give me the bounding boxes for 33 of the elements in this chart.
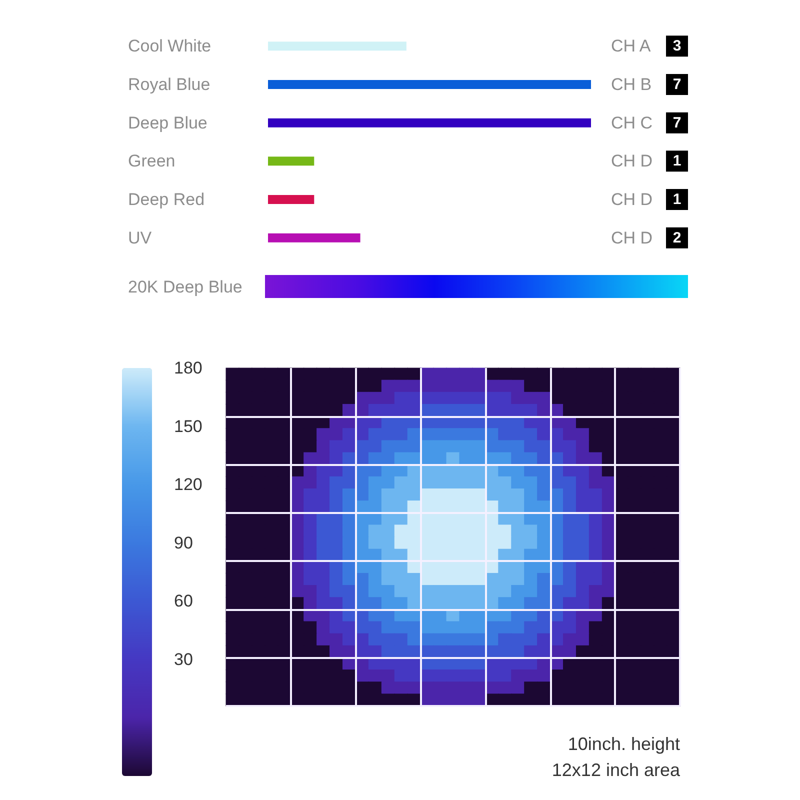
data-label: 1	[672, 191, 682, 208]
text: CH D	[611, 190, 653, 209]
text: CH A	[611, 36, 652, 56]
text: 12x12 inch area	[552, 760, 681, 780]
y-tick-label: Royal Blue	[128, 75, 210, 94]
data-label: 1	[672, 152, 682, 170]
color-bar-label: 150	[174, 416, 202, 436]
bar	[268, 195, 314, 204]
text: CH B	[611, 75, 652, 94]
bar	[268, 42, 406, 51]
data-label: 2	[672, 229, 682, 246]
text: 10inch. height	[568, 734, 680, 754]
data-label: 7	[672, 76, 682, 93]
color-bar-label: 90	[174, 533, 193, 552]
y-tick-label: Deep Blue	[128, 113, 208, 132]
bar	[268, 80, 591, 89]
y-tick-label: Green	[128, 152, 176, 171]
text: CH D	[611, 152, 653, 171]
bar	[268, 233, 360, 242]
y-tick-label: UV	[128, 228, 152, 248]
text: CH C	[611, 113, 653, 132]
color-bar-label: 60	[174, 592, 193, 611]
data-label: 7	[672, 114, 682, 132]
bar	[268, 118, 591, 128]
bar	[268, 156, 314, 166]
text: CH D	[611, 228, 653, 248]
color-bar-label: 120	[174, 475, 202, 494]
data-label: 3	[672, 38, 682, 55]
text: 20K Deep Blue	[128, 278, 242, 296]
y-tick-label: Deep Red	[128, 190, 205, 209]
color-bar-label: 180	[174, 358, 202, 378]
color-bar-label: 30	[174, 650, 193, 669]
y-tick-label: Cool White	[128, 36, 212, 56]
